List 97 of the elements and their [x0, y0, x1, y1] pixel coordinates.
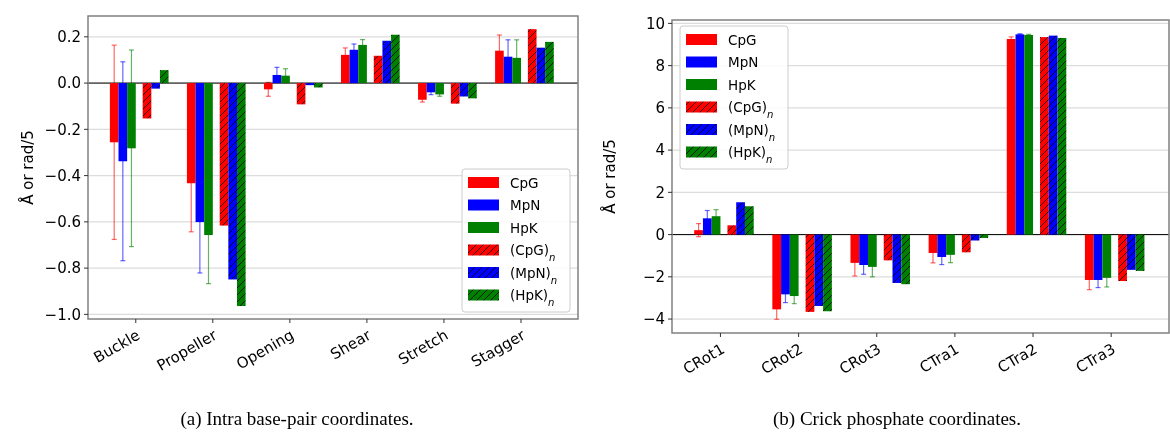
- bar: [186, 83, 196, 184]
- legend-label: HpK: [728, 76, 757, 93]
- bar: [296, 83, 306, 105]
- y-axis-title: Å or rad/5: [17, 130, 37, 205]
- bar: [527, 29, 537, 84]
- bar: [736, 202, 745, 235]
- bar: [1040, 37, 1049, 235]
- bar: [127, 83, 136, 149]
- bar: [314, 83, 323, 88]
- bar: [814, 234, 824, 306]
- legend-label: MpN: [728, 54, 759, 71]
- y-tick-label: −0.8: [44, 259, 81, 278]
- legend-label: (CpG)$_{n}$: [510, 242, 556, 263]
- bar: [727, 225, 737, 235]
- y-tick-label: −0.4: [44, 166, 81, 185]
- legend-label: (MpN)$_{n}$: [510, 264, 558, 286]
- y-tick-label: 6: [655, 99, 665, 118]
- legend-label: MpN: [510, 197, 541, 214]
- bar: [850, 234, 860, 263]
- y-tick-label: 4: [655, 141, 665, 160]
- bar: [1048, 35, 1058, 235]
- bar: [1126, 234, 1136, 270]
- bar: [979, 234, 989, 238]
- bar: [789, 234, 799, 297]
- bar: [961, 234, 971, 253]
- bar: [382, 40, 392, 84]
- legend-label: HpK: [510, 219, 539, 236]
- bar: [195, 83, 205, 223]
- y-tick-label: 10: [645, 14, 665, 33]
- y-tick-label: −4: [642, 310, 665, 329]
- bar: [151, 83, 160, 89]
- bar: [536, 47, 546, 84]
- y-tick-label: 8: [655, 56, 665, 75]
- bar: [435, 83, 444, 95]
- bar: [341, 54, 350, 84]
- y-tick-label: −2: [642, 268, 665, 287]
- bar: [450, 83, 460, 104]
- bar: [937, 234, 947, 257]
- bar: [305, 83, 315, 86]
- bar: [418, 83, 427, 100]
- y-tick-label: −0.6: [44, 213, 81, 232]
- bar: [702, 218, 712, 235]
- bar: [711, 216, 721, 235]
- y-tick-label: −0.2: [44, 120, 81, 139]
- bar: [142, 83, 152, 119]
- bar: [823, 234, 832, 312]
- bar: [545, 41, 554, 84]
- bar: [219, 83, 229, 226]
- bar: [1015, 34, 1025, 235]
- bar: [459, 83, 469, 97]
- bar: [1057, 37, 1067, 235]
- bar: [159, 70, 169, 84]
- bar: [228, 83, 237, 280]
- legend-label: (HpK)$_{n}$: [728, 144, 773, 165]
- bar: [1102, 234, 1112, 278]
- bar: [236, 83, 246, 307]
- bar: [358, 44, 367, 84]
- bar: [867, 234, 877, 267]
- y-tick-label: 2: [655, 183, 665, 202]
- y-tick-label: 0.0: [57, 74, 81, 93]
- y-tick-label: 0.2: [57, 28, 81, 47]
- bar: [349, 49, 359, 84]
- bar: [1024, 35, 1034, 235]
- bar: [892, 234, 902, 283]
- bar: [503, 56, 513, 84]
- bar: [468, 83, 477, 99]
- bar: [1084, 234, 1094, 280]
- y-tick-label: −1.0: [44, 305, 81, 324]
- bar: [426, 83, 436, 93]
- legend-label: (MpN)$_{n}$: [728, 121, 776, 143]
- y-axis-title: Å or rad/5: [599, 139, 619, 214]
- bar: [118, 83, 128, 162]
- bar: [391, 34, 400, 84]
- text: (a) Intra base-pair coordinates.: [180, 408, 414, 430]
- bar: [772, 234, 782, 310]
- bar: [1135, 234, 1145, 271]
- bar: [859, 234, 868, 265]
- bar: [946, 234, 955, 255]
- legend-label: CpG: [728, 31, 757, 48]
- bar: [204, 83, 213, 236]
- bar: [928, 234, 938, 253]
- bar: [744, 206, 754, 235]
- bar: [109, 83, 119, 143]
- bar: [805, 234, 815, 312]
- bar: [1006, 39, 1016, 235]
- bar: [373, 55, 383, 84]
- legend-label: (CpG)$_{n}$: [728, 99, 774, 120]
- bar: [512, 57, 521, 84]
- legend-label: CpG: [510, 174, 539, 191]
- bar: [781, 234, 790, 295]
- y-tick-label: 0: [655, 225, 665, 244]
- bar: [1093, 234, 1103, 280]
- bar: [495, 50, 504, 84]
- bar: [901, 234, 910, 285]
- bar: [1118, 234, 1127, 282]
- text: (b) Crick phosphate coordinates.: [773, 408, 1021, 430]
- legend-label: (HpK)$_{n}$: [510, 287, 555, 308]
